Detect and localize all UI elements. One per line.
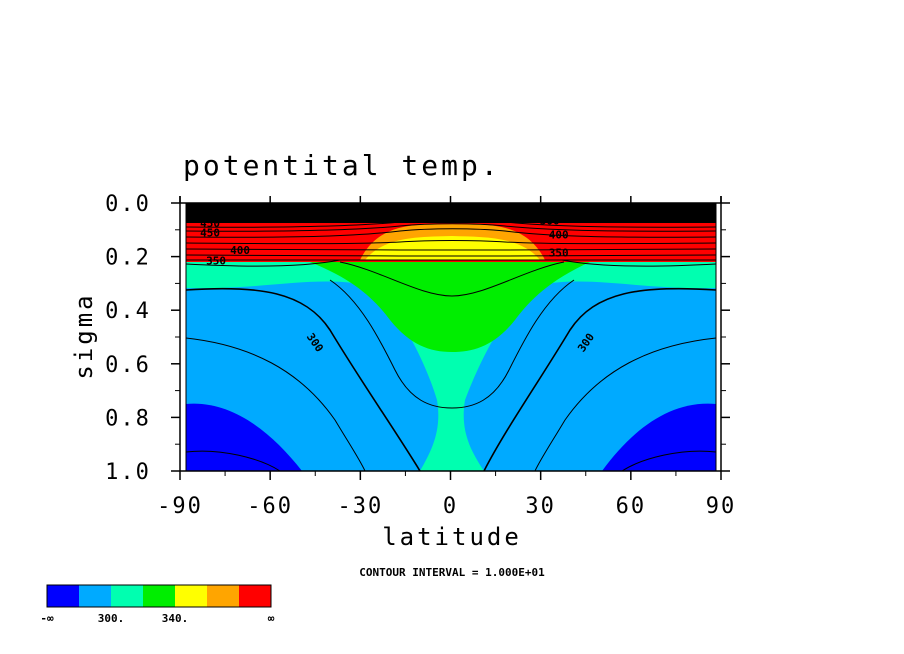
y-tick-label: 0.0 [105,192,151,217]
contour-label: 450 [200,226,220,239]
contour-interval-note: CONTOUR INTERVAL = 1.000E+01 [359,566,545,579]
y-tick-label: 0.2 [105,246,151,271]
colorbar-label: 340. [162,612,189,625]
colorbar: -∞ 300. 340. ∞ [40,584,275,625]
contour-line [186,254,716,257]
contour-line [329,279,575,409]
contour-line [186,223,716,232]
y-tick-label: 1.0 [105,460,151,485]
colorbar-swatch [207,585,239,607]
contour-line [534,337,716,471]
y-axis-label: sigma [70,292,98,379]
region-tropopause-yellow [365,236,540,260]
colorbar-label: -∞ [40,612,54,625]
contour-line [483,287,716,471]
x-tick-label: -60 [247,494,293,519]
contour-line [186,450,281,471]
colorbar-frame [46,584,272,608]
x-tick-label: 30 [525,494,556,519]
contour-fill-layer [186,203,716,471]
contour-label: 350 [549,247,569,260]
contour-line [621,450,716,471]
colorbar-swatch [143,585,175,607]
axis-ticks: -90 -60 -30 0 30 60 90 0.0 0.2 0.4 0.6 0.8 1.0 [105,192,737,519]
region-stratosphere-dense [186,203,716,223]
contour-line [339,261,565,297]
colorbar-swatch [175,585,207,607]
contour-line [186,337,366,471]
contour-label: 450 [200,217,220,230]
colorbar-label: 300. [98,612,125,625]
x-tick-label: -90 [157,494,203,519]
x-tick-label: -30 [337,494,383,519]
y-tick-label: 0.8 [105,406,151,431]
region-polar-cold-core-right [602,403,716,471]
contour-label: 400 [549,229,569,242]
x-tick-label: 0 [443,494,458,519]
colorbar-swatch [47,585,79,607]
contour-label: 350 [206,255,226,268]
region-polar-cold-core-left [186,403,302,471]
colorbar-swatch [79,585,111,607]
x-axis-label: latitude [382,523,522,551]
contour-line [186,248,716,251]
colorbar-label: ∞ [268,612,275,625]
y-tick-label: 0.6 [105,353,151,378]
contour-line [186,219,716,228]
contour-line-layer [186,219,716,471]
x-tick-label: 90 [706,494,737,519]
contour-line [561,259,716,267]
y-tick-label: 0.4 [105,299,151,324]
contour-line [186,228,716,238]
chart-title: potentital temp. [183,149,501,182]
contour-line [186,240,716,245]
colorbar-swatch [111,585,143,607]
contour-line [186,287,421,471]
x-tick-label: 60 [616,494,647,519]
colorbar-swatch [239,585,271,607]
region-tropical-upper [310,262,590,352]
contour-label: 400 [230,244,250,257]
contour-line [186,259,341,267]
region-tropical-lower [186,262,716,471]
contour-label: 500 [540,214,560,227]
